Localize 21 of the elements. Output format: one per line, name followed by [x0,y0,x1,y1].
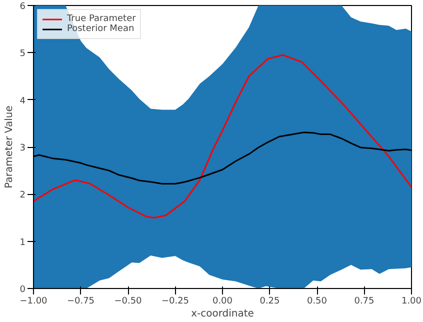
x-tick-label: −0.50 [114,296,142,306]
x-tick-label: −0.75 [66,296,95,306]
x-tick-label: 0.50 [306,296,328,306]
y-tick-label: 1 [20,238,26,248]
y-tick-label: 6 [20,2,26,12]
legend-label: Posterior Mean [67,24,134,34]
y-tick-label: 2 [20,190,26,201]
y-tick-label: 0 [20,285,26,295]
x-axis-title: x-coordinate [191,308,254,320]
y-tick-label: 5 [20,49,26,60]
x-tick-label: 0.25 [260,296,280,306]
x-tick-label: 1.00 [401,296,422,306]
y-axis-title: Parameter Value [4,106,15,188]
x-tick-label: −0.25 [161,296,190,306]
x-tick-label: −1.00 [20,296,48,306]
x-tick-label: 0.00 [212,296,233,306]
legend-label: True Parameter [67,14,136,24]
line-series [34,54,412,218]
x-tick-label: 0.75 [354,296,374,306]
y-tick-label: 3 [20,144,26,154]
y-tick-label: 4 [20,96,26,106]
